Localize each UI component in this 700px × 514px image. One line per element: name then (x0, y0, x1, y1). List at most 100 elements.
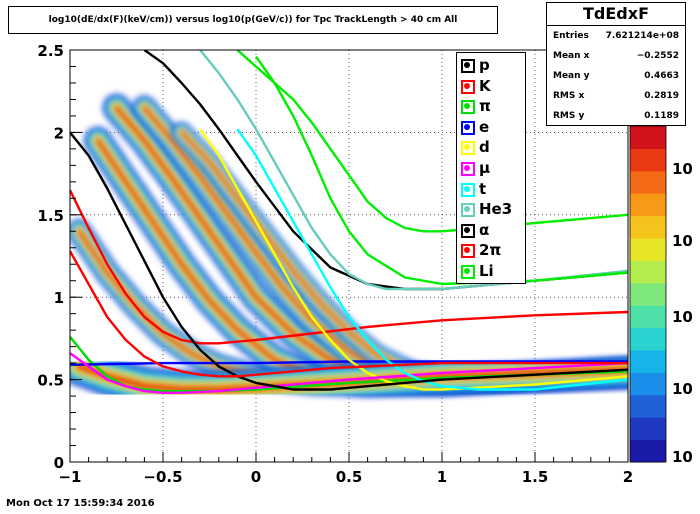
y-tick-label: 2.5 (37, 42, 64, 60)
x-tick-label: 0 (251, 468, 261, 486)
color-scale-swatch (630, 126, 666, 149)
legend-label: α (479, 220, 490, 239)
legend-entry: α (457, 220, 525, 240)
color-scale-swatch (630, 215, 666, 239)
stats-row-entries: Entries 7.621214e+08 (547, 26, 685, 46)
x-tick-label: 1.5 (522, 468, 549, 486)
stats-label: Mean x (553, 51, 590, 61)
x-tick-label: 2 (623, 468, 633, 486)
legend-marker-icon (459, 263, 475, 279)
legend-label: μ (479, 159, 491, 177)
series-line (236, 128, 628, 391)
color-scale-swatch (630, 394, 666, 418)
color-scale-swatch (630, 193, 666, 217)
x-tick-label: 1 (437, 468, 447, 486)
legend-marker-icon (459, 160, 475, 176)
legend-marker-icon (459, 222, 475, 238)
y-tick-label: 0.5 (37, 372, 64, 390)
stats-label: RMS x (553, 91, 585, 101)
color-scale-swatch (630, 350, 666, 373)
color-scale-label: 10 (672, 160, 693, 178)
stats-value: −0.2552 (636, 51, 679, 61)
x-tick-label: −0.5 (143, 468, 182, 486)
legend-label: He3 (479, 200, 513, 219)
series-line (70, 189, 628, 345)
color-scale-swatch (630, 305, 666, 329)
color-scale-swatch (630, 238, 666, 261)
legend-label: d (479, 138, 490, 157)
color-scale-label: 10 (672, 380, 693, 398)
minimum-ionizing-band (70, 346, 628, 409)
x-tick-label: 0.5 (336, 468, 363, 486)
legend-marker-icon (459, 119, 475, 135)
legend-label: e (479, 117, 490, 136)
legend-entry: p (457, 55, 525, 75)
color-scale-swatch (630, 417, 666, 441)
stats-value: 7.621214e+08 (605, 31, 679, 41)
stats-value: 0.1189 (644, 111, 679, 121)
stats-value: 0.4663 (644, 71, 679, 81)
color-scale-swatch (630, 148, 666, 172)
stats-row-rms-y: RMS y 0.1189 (547, 106, 685, 126)
y-tick-label: 2 (54, 124, 64, 142)
timestamp: Mon Oct 17 15:59:34 2016 (6, 498, 155, 509)
stats-row-rms-x: RMS x 0.2819 (547, 86, 685, 106)
color-scale-swatch (630, 260, 666, 284)
legend-entry: π (457, 96, 525, 116)
legend-label: t (479, 179, 487, 198)
color-scale-swatch (630, 439, 666, 463)
legend-entry: μ (457, 158, 525, 178)
stats-row-mean-y: Mean y 0.4663 (547, 66, 685, 86)
legend-marker-icon (459, 181, 475, 197)
y-tick-label: 1.5 (37, 207, 64, 225)
color-scale-swatch (630, 282, 666, 306)
chart-title: log10(dE/dx(F)(keV/cm)) versus log10(p(G… (8, 6, 498, 34)
legend-marker-icon (459, 242, 475, 259)
legend-entry: 2π (457, 240, 525, 260)
legend-entry: t (457, 179, 525, 199)
series-line (70, 131, 628, 391)
y-tick-label: 0 (54, 454, 64, 472)
color-scale-label: 10 (672, 232, 693, 250)
legend-label: Li (479, 262, 494, 280)
stats-label: Mean y (553, 71, 590, 81)
series-line (70, 360, 628, 366)
x-tick-label: −1 (58, 468, 81, 486)
series-line (70, 352, 628, 394)
stats-box: TdEdxF Entries 7.621214e+08 Mean x −0.2552… (546, 2, 686, 126)
stats-value: 0.2819 (644, 91, 679, 101)
color-scale-swatch (630, 372, 666, 396)
stats-row-mean-x: Mean x −0.2552 (547, 46, 685, 66)
legend-entry: Li (457, 261, 525, 281)
color-scale-swatch (630, 170, 666, 194)
legend-marker-icon (459, 57, 475, 73)
series-line (199, 50, 628, 291)
legend-entry: d (457, 137, 525, 157)
series-line (199, 128, 628, 391)
y-axis: 0 0.5 1 1.5 2 2.5 (37, 42, 82, 472)
color-scale: 10101010101 (629, 90, 693, 466)
color-scale-frame (629, 125, 667, 463)
legend-label: 2π (479, 241, 502, 260)
legend-label: π (479, 97, 491, 116)
series-line (70, 336, 628, 393)
legend-marker-icon (459, 78, 475, 94)
series-line (70, 250, 628, 378)
legend-entry: e (457, 117, 525, 137)
stats-label: RMS y (553, 111, 585, 121)
color-scale-label: 10 (672, 308, 693, 326)
x-axis: −1 −0.5 0 0.5 1 1.5 2 (58, 452, 633, 486)
color-scale-label: 10 (672, 448, 693, 466)
legend-entry: K (457, 76, 525, 96)
y-tick-label: 1 (54, 289, 64, 307)
stats-label: Entries (553, 31, 589, 41)
legend-entry: He3 (457, 199, 525, 219)
legend-marker-icon (459, 139, 475, 156)
legend-label: p (479, 56, 490, 74)
color-scale-swatch (630, 327, 666, 351)
legend-marker-icon (459, 201, 475, 218)
legend-label: K (479, 76, 491, 95)
legend-marker-icon (459, 98, 475, 115)
